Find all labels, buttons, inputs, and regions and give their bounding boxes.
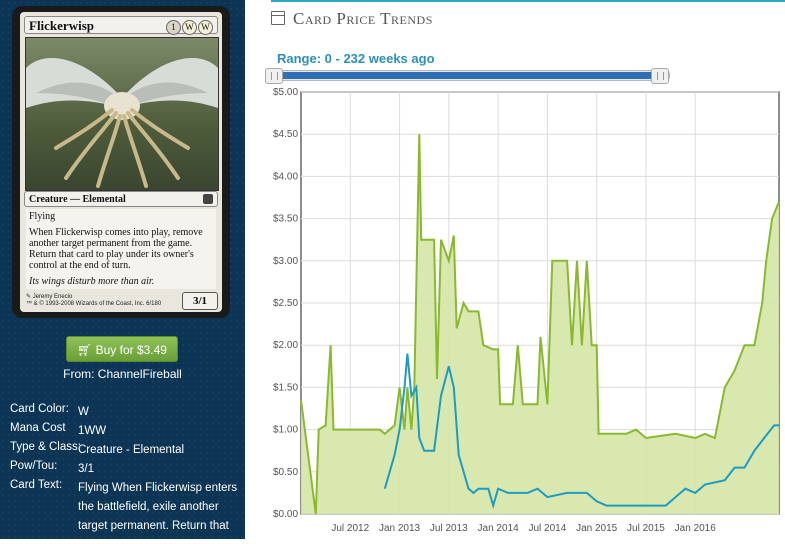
retail-price-line [300, 134, 780, 515]
y-tick-label: $5.00 [273, 88, 298, 98]
power-toughness-box: 3/1 [182, 292, 218, 310]
copyright-line: ™ & © 1993-2008 Wizards of the Coast, In… [26, 301, 162, 307]
range-slider-fill [275, 72, 660, 79]
x-tick-label: Jan 2013 [379, 523, 421, 534]
x-tick-label: Jul 2014 [528, 523, 566, 534]
y-tick-label: $4.50 [273, 129, 298, 140]
buy-button-label: Buy for $3.49 [95, 343, 167, 357]
detail-value: W [78, 406, 89, 418]
x-tick-label: Jan 2015 [576, 523, 618, 534]
range-slider[interactable] [265, 68, 670, 84]
accent-rule [271, 0, 785, 2]
card-footer: ✎ Jeremy Enecio ™ & © 1993-2008 Wizards … [26, 294, 176, 308]
y-tick-label: $0.50 [273, 467, 298, 478]
set-symbol-icon [203, 194, 213, 204]
mana-symbol-white: W [198, 20, 213, 35]
flavor-text: Its wings disturb more than air. [29, 276, 155, 287]
y-tick-label: $2.50 [273, 298, 298, 309]
card-artwork [25, 37, 219, 191]
y-tick-label: $3.50 [273, 214, 298, 225]
x-tick-label: Jan 2016 [675, 523, 717, 534]
mana-symbol-white: W [182, 20, 197, 35]
detail-key: Pow/Tou: [10, 460, 58, 472]
detail-value: Flying When Flickerwisp enters the battl… [78, 482, 238, 532]
detail-row: Pow/Tou: 3/1 [10, 460, 245, 479]
x-axis: Jul 2012 Jan 2013 Jul 2013 Jan 2014 Jul 2014… [331, 523, 716, 534]
chart-grid [301, 91, 779, 515]
detail-key: Card Text: [10, 479, 63, 491]
rules-keyword: Flying [29, 211, 56, 222]
detail-key: Type & Class: [10, 441, 81, 453]
detail-value: 3/1 [78, 463, 94, 475]
card-name: Flickerwisp [29, 18, 94, 33]
artist-credit: ✎ Jeremy Enecio [26, 294, 73, 300]
x-tick-label: Jul 2013 [430, 523, 468, 534]
artist-name: Jeremy Enecio [32, 294, 73, 300]
seller-source: From: ChannelFireball [63, 367, 182, 381]
x-tick-label: Jan 2014 [478, 523, 520, 534]
card-text-box: Flying When Flickerwisp comes into play,… [26, 209, 216, 289]
range-label: Range: 0 - 232 weeks ago [277, 51, 435, 66]
buy-button[interactable]: 🛒︎ Buy for $3.49 [66, 336, 178, 362]
detail-row: Card Color: W [10, 403, 245, 422]
calendar-icon [271, 11, 285, 25]
range-slider-handle-max[interactable] [651, 68, 669, 84]
mana-symbol-generic: 1 [166, 20, 181, 35]
detail-key: Card Color: [10, 403, 69, 415]
detail-key: Mana Cost [10, 422, 66, 434]
detail-value: 1WW [78, 425, 107, 437]
y-tick-label: $0.00 [273, 509, 298, 520]
rules-ability: When Flickerwisp comes into play, remove… [29, 227, 203, 271]
chart-series [300, 134, 780, 515]
y-tick-label: $3.00 [273, 256, 298, 267]
detail-row: Card Text: Flying When Flickerwisp enters… [10, 479, 245, 532]
x-tick-label: Jul 2012 [331, 523, 369, 534]
y-tick-label: $2.00 [273, 340, 298, 351]
price-chart-svg: $0.00 $0.50 $1.00 $1.50 $2.00 $2.50 $3.00 $3.50… [273, 87, 780, 534]
type-line-text: Creature — Elemental [29, 194, 126, 205]
y-axis: $0.00 $0.50 $1.00 $1.50 $2.00 $2.50 $3.00 $3.50… [273, 87, 298, 520]
buylist-price-line [383, 353, 779, 510]
section-title: Card Price Trends [271, 8, 433, 32]
y-tick-label: $1.50 [273, 382, 298, 393]
range-slider-handle-min[interactable] [265, 68, 283, 84]
detail-row: Mana Cost 1WW [10, 422, 245, 441]
detail-row: Type & Class: Creature - Elemental [10, 441, 245, 460]
cart-icon: 🛒︎ [77, 343, 93, 357]
card-type-line: Creature — Elemental [24, 191, 218, 207]
flickerwisp-art-icon [26, 38, 218, 190]
card-details: Card Color: W Mana Cost 1WW Type & Class: C… [10, 403, 245, 532]
y-tick-label: $1.00 [273, 425, 298, 436]
detail-value: Creature - Elemental [78, 444, 185, 456]
y-tick-label: $4.00 [273, 171, 298, 182]
price-chart: $0.00 $0.50 $1.00 $1.50 $2.00 $2.50 $3.00 $3.50… [271, 87, 785, 539]
x-tick-label: Jul 2015 [627, 523, 665, 534]
section-title-text: Card Price Trends [293, 9, 433, 28]
